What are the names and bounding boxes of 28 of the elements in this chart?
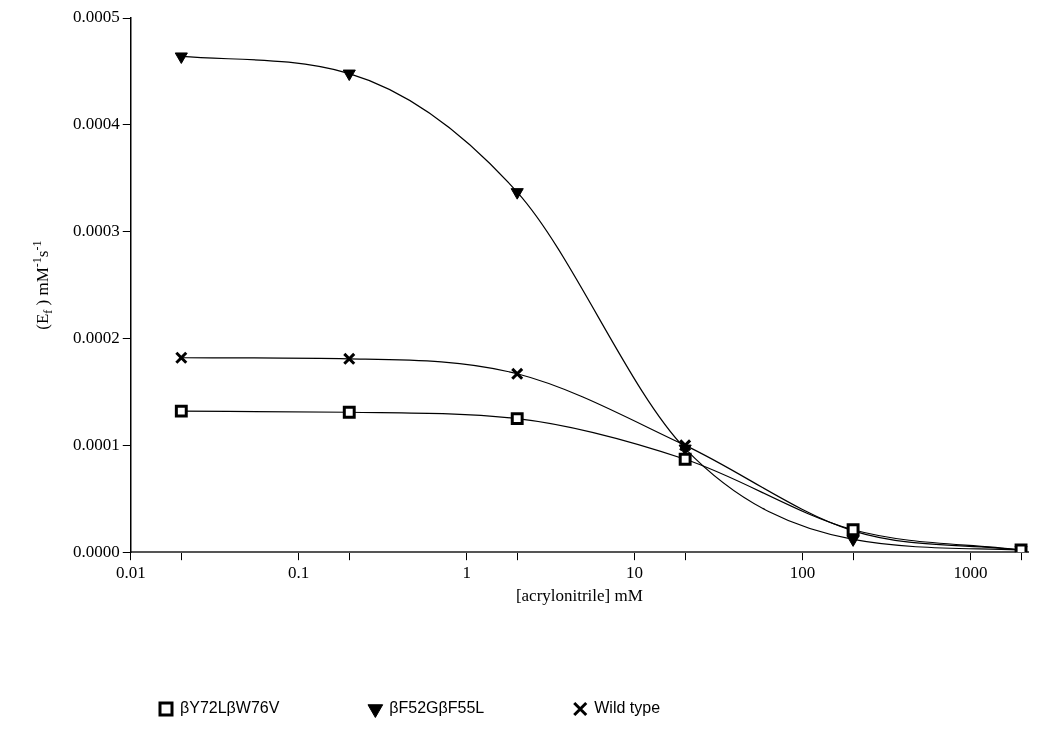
point xyxy=(342,69,356,82)
point xyxy=(342,405,356,419)
point xyxy=(678,438,692,452)
x-tick-label: 100 xyxy=(789,562,816,582)
y-tick-label: 0.0005 xyxy=(73,7,120,27)
x-tick-label: 10 xyxy=(626,562,644,582)
point xyxy=(510,188,524,200)
legend-label: βF52GβF55L xyxy=(389,699,485,717)
y-tick-label: 0.0001 xyxy=(73,434,120,454)
y-tick-label: 0.0002 xyxy=(73,327,120,347)
y-tick-label: 0.0003 xyxy=(73,221,120,241)
y-tick-label: 0.0000 xyxy=(73,541,120,561)
point xyxy=(510,367,524,381)
point xyxy=(174,404,188,418)
point xyxy=(174,351,188,365)
point xyxy=(510,412,524,426)
x-tick-label: 1 xyxy=(462,562,471,582)
point xyxy=(174,52,188,64)
x-tick-label: 1000 xyxy=(953,562,988,582)
legend-label: βY72LβW76V xyxy=(180,699,280,717)
y-axis-title: (Ef ) mM-1s-1 xyxy=(30,240,55,330)
point xyxy=(678,452,692,466)
x-tick-label: 0.1 xyxy=(288,562,310,582)
x-axis-title: [acrylonitrile] mM xyxy=(515,586,643,606)
y-tick-label: 0.0004 xyxy=(73,114,121,134)
point xyxy=(342,352,356,366)
legend-label: Wild type xyxy=(594,699,661,717)
x-tick-label: 0.01 xyxy=(115,562,146,582)
